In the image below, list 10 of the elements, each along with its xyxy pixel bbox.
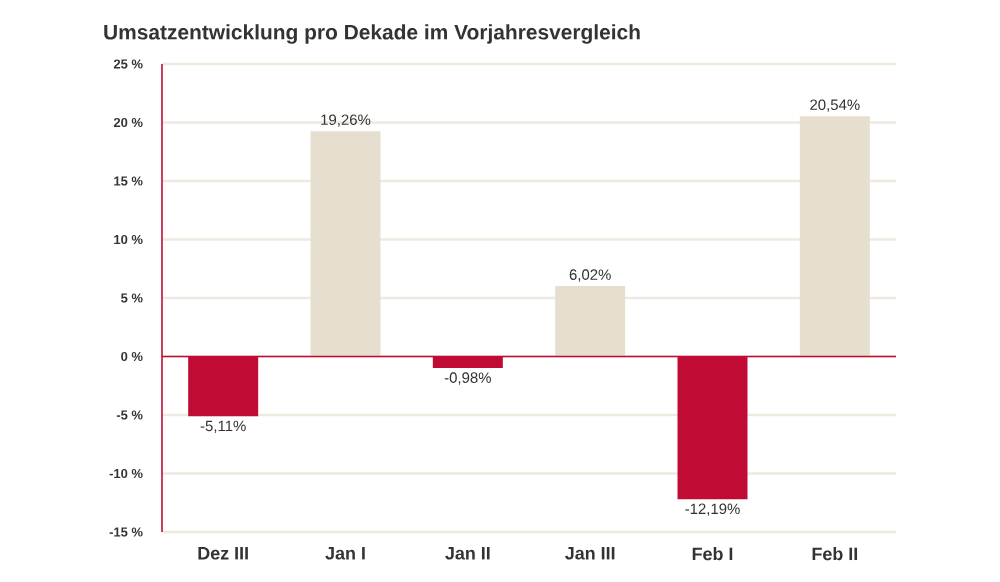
x-tick-label: Jan I	[325, 547, 365, 560]
x-tick-label: Jan II	[445, 547, 490, 560]
chart-title: Umsatzentwicklung pro Dekade im Vorjahresvergleich	[104, 24, 640, 44]
x-tick-label: Feb I	[692, 547, 733, 561]
bar	[310, 131, 381, 357]
bar	[555, 286, 626, 357]
bar	[799, 116, 870, 357]
x-tick-label: Dez III	[198, 547, 248, 560]
x-tick-label: Feb II	[812, 547, 858, 561]
x-tick-label: Jan III	[565, 547, 615, 560]
